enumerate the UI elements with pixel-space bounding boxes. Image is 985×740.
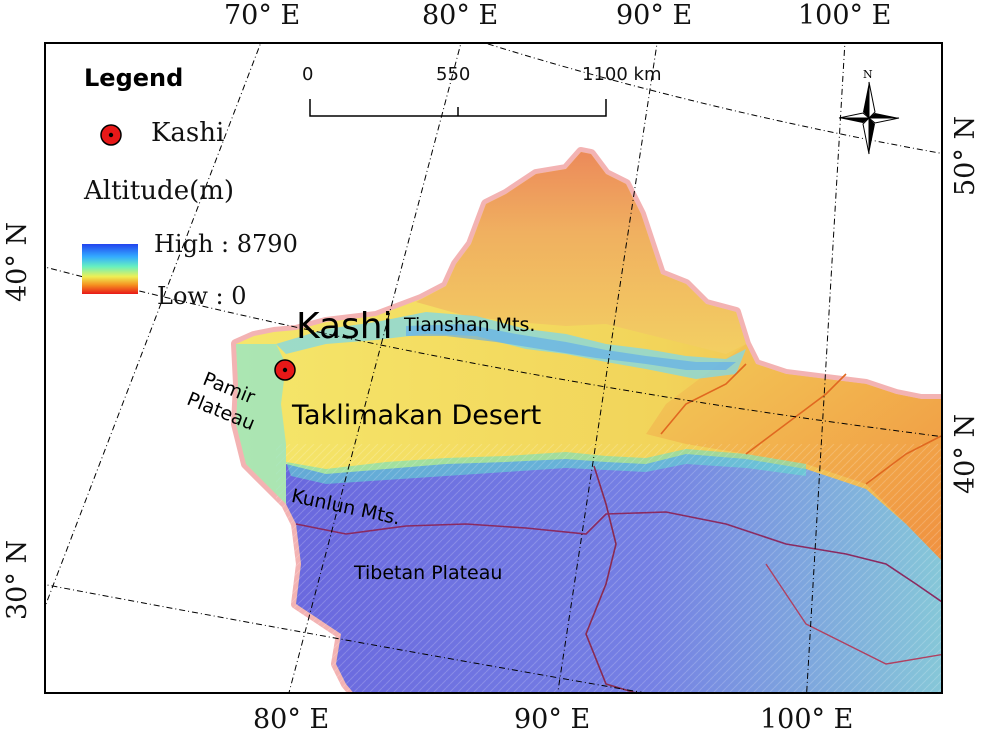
altitude-color-ramp: [82, 244, 138, 294]
scale-label-0: 0: [302, 64, 314, 85]
scale-label-1100: 1100 km: [582, 64, 662, 85]
tick-top-80e: 80° E: [422, 0, 499, 31]
tick-bottom-80e: 80° E: [253, 704, 330, 735]
legend-altitude-title: Altitude(m): [84, 176, 235, 206]
boundary-orange-2: [765, 563, 941, 665]
tick-bottom-100e: 100° E: [760, 704, 854, 735]
legend-low-label: Low : 0: [157, 282, 247, 310]
graticule-30n: [46, 584, 643, 692]
tick-top-100e: 100° E: [798, 0, 892, 31]
map-canvas: [46, 44, 941, 692]
tick-right-40n: 40° N: [950, 413, 981, 494]
tick-bottom-90e: 90° E: [514, 704, 591, 735]
map-label-tianshan: Tianshan Mts.: [404, 314, 536, 336]
map-label-taklimakan: Taklimakan Desert: [292, 400, 542, 431]
graticule: [46, 44, 941, 692]
map-label-kashi: Kashi: [296, 306, 393, 347]
tick-top-70e: 70° E: [224, 0, 301, 31]
scale-label-550: 550: [436, 64, 471, 85]
map-frame: [44, 42, 943, 694]
city-marker-icon: [100, 124, 122, 146]
legend-title: Legend: [84, 64, 184, 92]
tick-left-30n: 30° N: [2, 539, 33, 620]
tick-left-40n: 40° N: [2, 221, 33, 302]
boundary-brown: [585, 465, 636, 692]
tick-right-50n: 50° N: [950, 115, 981, 196]
north-arrow-label: N: [863, 68, 873, 81]
terrain-texture: [276, 444, 941, 692]
legend-city-label: Kashi: [151, 118, 225, 148]
kashi-marker-icon: [274, 359, 296, 381]
graticule-100e: [806, 44, 846, 692]
north-arrow-icon: [838, 81, 900, 155]
scale-bar: [309, 99, 607, 117]
map-label-tibetan: Tibetan Plateau: [354, 562, 503, 584]
boundary-purple: [295, 511, 941, 603]
region-north-basin: [416, 152, 746, 354]
region-pamir: [236, 344, 286, 504]
region-tianshan-core: [406, 324, 736, 370]
graticule-40n: [46, 266, 941, 437]
graticule-90e: [557, 44, 658, 692]
graticule-80e: [288, 44, 462, 692]
tick-top-90e: 90° E: [616, 0, 693, 31]
legend-high-label: High : 8790: [154, 230, 298, 258]
region-tianshan: [276, 312, 746, 379]
boundary-orange: [660, 363, 941, 485]
